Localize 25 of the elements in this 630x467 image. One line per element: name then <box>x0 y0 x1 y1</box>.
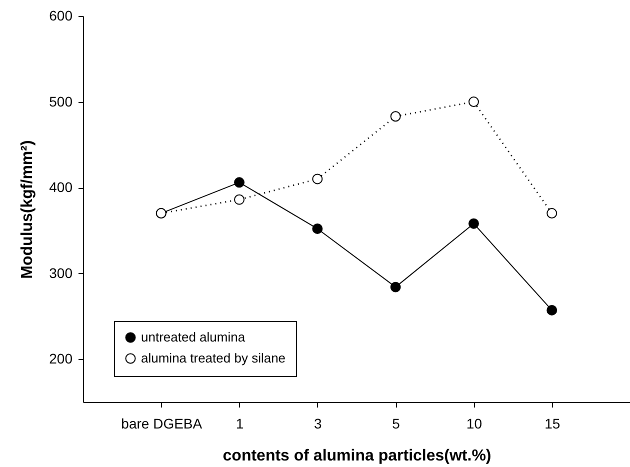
x-tick-label: 15 <box>544 416 560 432</box>
point <box>546 208 558 219</box>
legend-label: alumina treated by silane <box>141 350 286 366</box>
y-tick-label: 400 <box>49 179 73 196</box>
x-tick-label: 1 <box>236 416 244 432</box>
point <box>312 223 323 234</box>
y-tick-label: 300 <box>49 264 73 281</box>
x-tick-label: bare DGEBA <box>121 416 203 432</box>
point <box>312 174 323 184</box>
point <box>390 282 401 292</box>
x-tick-label: 10 <box>466 416 482 432</box>
x-tick-label: 3 <box>314 416 322 432</box>
point <box>468 218 479 229</box>
point <box>546 304 558 316</box>
y-axis-title: Modulus(kgf/mm²) <box>19 140 36 279</box>
x-tick-label: 5 <box>392 416 400 432</box>
y-tick-label: 500 <box>49 93 73 110</box>
legend-label: untreated alumina <box>141 330 246 344</box>
y-tick-label: 600 <box>49 8 73 24</box>
y-tick-label: 200 <box>49 350 73 367</box>
point <box>234 177 245 188</box>
point <box>234 194 245 205</box>
point <box>390 111 401 122</box>
point <box>468 96 479 108</box>
x-axis-title: contents of alumina particles(wt.%) <box>222 448 492 464</box>
